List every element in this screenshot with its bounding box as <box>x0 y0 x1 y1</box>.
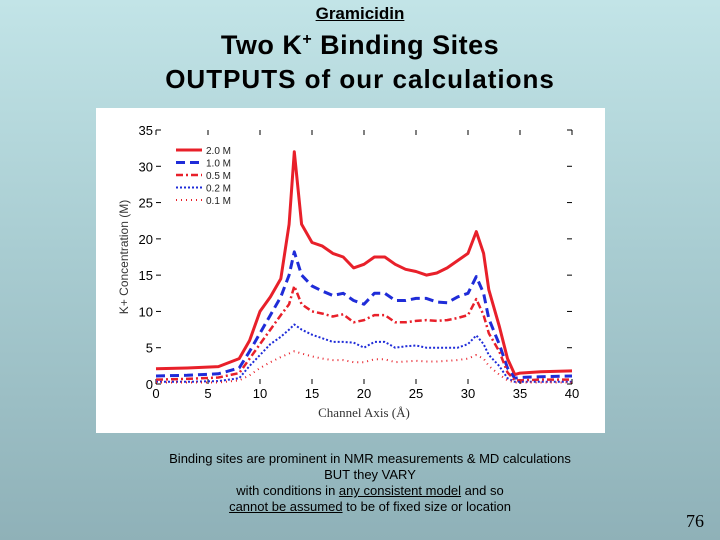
title-superscript: + <box>302 31 313 48</box>
x-tick-label: 20 <box>357 386 371 401</box>
caption-underlined: any consistent model <box>338 483 462 498</box>
y-axis-label: K+ Concentration (M) <box>117 200 131 314</box>
caption-line-3: with conditions in any consistent model … <box>100 483 640 499</box>
y-tick-label: 35 <box>139 123 153 138</box>
x-tick-label: 30 <box>461 386 475 401</box>
series-line-1 <box>155 250 573 380</box>
x-tick-label: 10 <box>253 386 267 401</box>
title-text: Two K <box>220 30 303 60</box>
legend-label-4: 0.1 M <box>206 196 231 207</box>
caption-text: and so <box>461 483 504 498</box>
series-line-4 <box>156 350 572 384</box>
legend-label-3: 0.2 M <box>206 184 231 195</box>
caption-text: to be of fixed size or location <box>342 499 511 514</box>
x-tick-label: 25 <box>409 386 423 401</box>
caption-line-1: Binding sites are prominent in NMR measu… <box>169 451 571 466</box>
x-tick-label: 15 <box>305 386 319 401</box>
slide-kicker: Gramicidin <box>315 4 405 23</box>
slide-subtitle: OUTPUTS of our calculations <box>165 64 555 94</box>
caption-line-2: BUT they VARY <box>324 467 416 482</box>
title-text-end: Binding Sites <box>312 30 500 60</box>
x-axis-label: Channel Axis (Å) <box>318 405 410 420</box>
concentration-chart: 0 5 10 15 20 25 30 35 40 0 5 10 15 20 25 30 35 Channel Ax… <box>117 123 579 420</box>
y-tick-label: 25 <box>139 196 153 211</box>
legend-label-1: 1.0 M <box>206 159 231 170</box>
x-tick-label: 40 <box>565 386 579 401</box>
series-line-3 <box>156 323 572 383</box>
series-line-2 <box>155 284 572 382</box>
slide-title: Two K+ Binding Sites <box>0 30 720 61</box>
caption: Binding sites are prominent in NMR measu… <box>100 451 640 515</box>
chart-figure: 0 5 10 15 20 25 30 35 40 0 5 10 15 20 25 30 35 Channel Ax… <box>96 108 605 433</box>
y-tick-label: 0 <box>146 377 153 392</box>
y-tick-label: 20 <box>139 232 153 247</box>
caption-line-4: cannot be assumed to be of fixed size or… <box>100 499 640 515</box>
y-tick-label: 5 <box>146 341 153 356</box>
legend-label-2: 0.5 M <box>206 171 231 182</box>
y-tick-label: 30 <box>139 159 153 174</box>
legend-label-0: 2.0 M <box>206 146 231 157</box>
caption-underlined: cannot be assumed <box>229 499 343 514</box>
x-tick-label: 0 <box>152 386 159 401</box>
y-tick-label: 10 <box>139 304 153 319</box>
series-line-0 <box>155 150 573 377</box>
y-tick-label: 15 <box>139 268 153 283</box>
slide-number: 76 <box>686 511 704 531</box>
x-tick-label: 5 <box>204 386 211 401</box>
x-tick-label: 35 <box>513 386 527 401</box>
caption-text: with conditions in <box>236 483 339 498</box>
